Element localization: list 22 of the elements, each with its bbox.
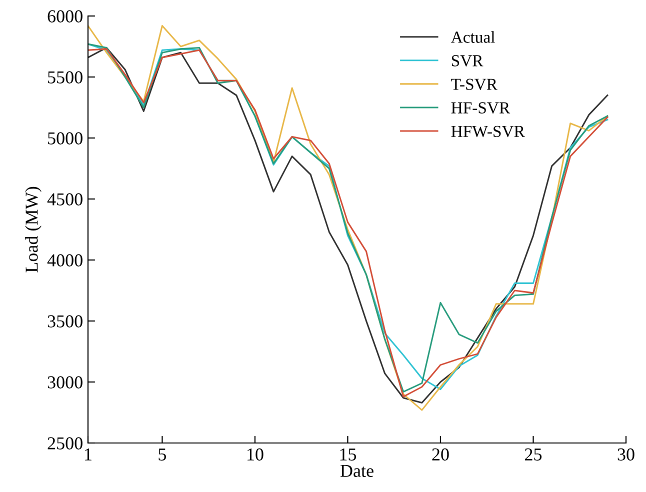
legend-label: SVR [452, 55, 484, 66]
x-tick-label: 1 [85, 448, 92, 460]
x-axis-title: Date [340, 464, 374, 477]
y-tick-label: 3000 [48, 376, 82, 388]
y-tick-label: 3500 [48, 315, 82, 328]
y-axis-title: Load (MW) [25, 186, 42, 272]
y-tick-label: 5000 [48, 132, 82, 144]
x-tick-label: 25 [525, 448, 542, 461]
y-tick-label: 4000 [47, 254, 82, 266]
y-tick-label: 2500 [48, 437, 82, 450]
legend-label: HF-SVR [451, 102, 510, 114]
legend-label: Actual [450, 31, 495, 43]
legend-label: T-SVR [451, 78, 498, 90]
y-tick-label: 5500 [48, 71, 82, 84]
y-tick-label: 6000 [48, 10, 82, 22]
x-tick-label: 15 [340, 448, 356, 461]
x-tick-label: 20 [432, 448, 449, 461]
x-tick-label: 30 [618, 448, 634, 461]
y-tick-label: 4500 [47, 193, 82, 206]
x-tick-label: 5 [158, 448, 166, 461]
x-tick-label: 10 [248, 448, 264, 461]
legend-label: HFW-SVR [451, 126, 525, 138]
